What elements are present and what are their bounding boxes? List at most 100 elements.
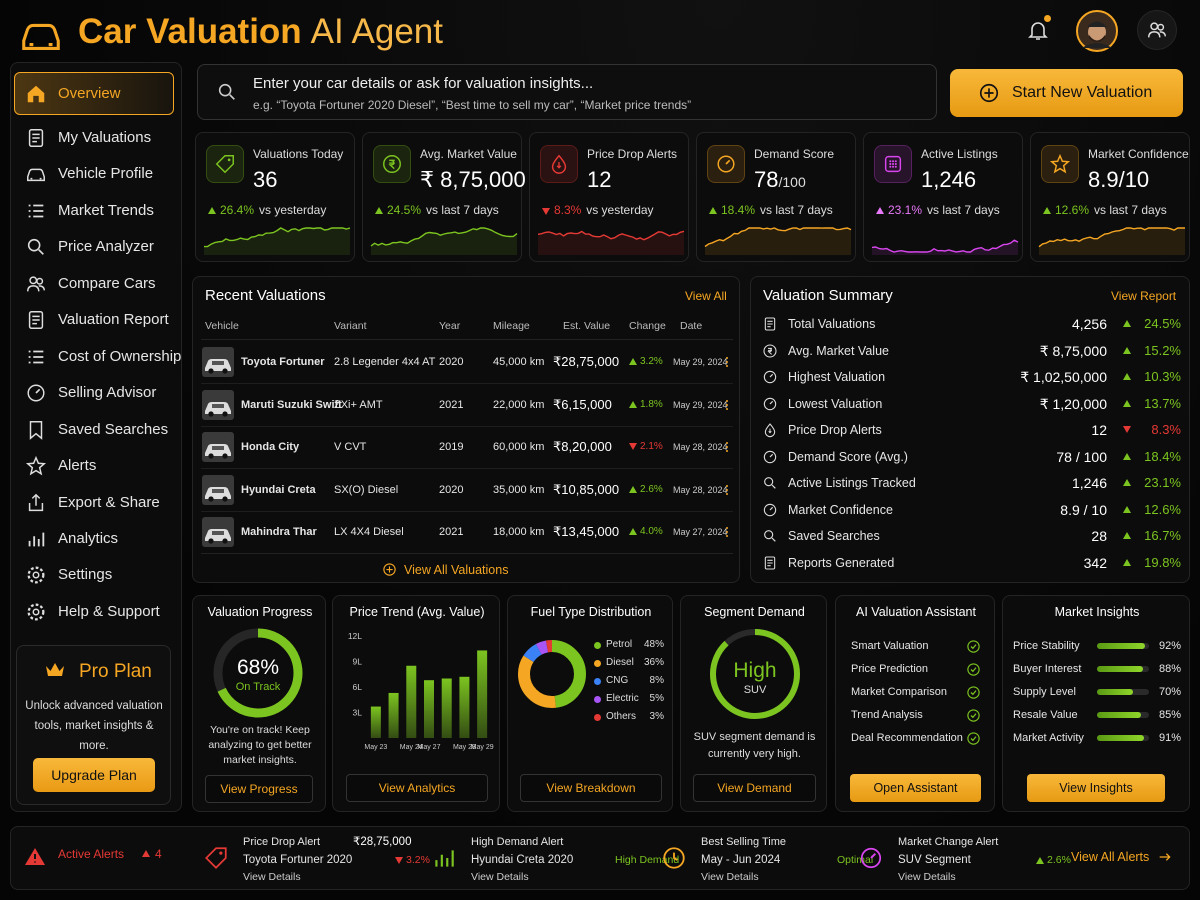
kpi-period: vs last 7 days xyxy=(760,203,833,217)
icon-part xyxy=(27,169,45,182)
icon-part xyxy=(27,284,45,292)
icon xyxy=(763,370,777,384)
view-report-link[interactable]: View Report xyxy=(1111,289,1177,303)
widget-button[interactable]: View Demand xyxy=(693,774,816,802)
icon-part xyxy=(435,850,454,867)
widget-button[interactable]: View Analytics xyxy=(346,774,488,802)
date: May 28, 2024 xyxy=(673,442,728,452)
nav-item[interactable]: Alerts xyxy=(58,457,97,475)
alert-link[interactable]: View Details xyxy=(471,871,529,883)
car-thumbnail xyxy=(202,474,234,505)
icon-part xyxy=(860,847,882,869)
icon-part xyxy=(717,155,735,173)
view-all-link[interactable]: View All xyxy=(685,289,727,303)
avatar[interactable] xyxy=(1076,10,1118,52)
widget-button[interactable]: View Breakdown xyxy=(520,774,662,802)
sparkline-area xyxy=(371,228,517,255)
arrow-up xyxy=(208,207,216,214)
icon-part xyxy=(970,690,977,696)
segment-ring xyxy=(710,629,800,719)
nav-item[interactable]: Overview xyxy=(58,85,121,102)
icon xyxy=(764,423,776,438)
thumbnail-part xyxy=(212,531,224,535)
widget-button[interactable]: View Progress xyxy=(205,775,313,803)
menu-dot xyxy=(726,527,728,529)
icon xyxy=(27,239,44,256)
icon-part xyxy=(383,155,401,173)
thumbnail-part xyxy=(222,453,228,459)
start-valuation-button[interactable]: Start New Valuation xyxy=(950,69,1183,117)
icon xyxy=(764,530,776,542)
icon-part xyxy=(764,555,776,570)
variant: SX(O) Diesel xyxy=(334,483,399,496)
change: 3.2% xyxy=(640,356,663,367)
avatar-part xyxy=(1087,21,1107,27)
nav-item[interactable]: Valuation Report xyxy=(58,311,169,329)
alert-link[interactable]: View Details xyxy=(898,871,956,883)
arrow-down xyxy=(1123,426,1131,433)
year: 2021 xyxy=(439,398,464,411)
view-all-alerts[interactable]: View All Alerts xyxy=(1071,850,1150,864)
kpi-change: 12.6% xyxy=(1055,203,1090,217)
search-box[interactable]: Enter your car details or ask for valuat… xyxy=(197,64,937,120)
column-header: Date xyxy=(680,320,703,332)
legend-dot xyxy=(594,678,601,685)
kpi-icon-box xyxy=(1041,145,1079,183)
date: May 29, 2024 xyxy=(673,357,728,367)
nav-item[interactable]: Selling Advisor xyxy=(58,384,157,402)
arrow-up xyxy=(1123,532,1131,539)
progress-arc xyxy=(213,628,303,718)
nav-item[interactable]: Help & Support xyxy=(58,602,160,620)
nav-item[interactable]: Settings xyxy=(58,566,113,584)
alert-link[interactable]: View Details xyxy=(701,871,759,883)
widget-button[interactable]: View Insights xyxy=(1027,774,1165,802)
icon-part xyxy=(763,397,777,410)
nav-item[interactable]: Compare Cars xyxy=(58,274,156,292)
date: May 29, 2024 xyxy=(673,399,728,410)
nav-item[interactable]: Saved Searches xyxy=(58,420,169,438)
kpi-period: vs yesterday xyxy=(586,203,654,217)
sparkline-line xyxy=(1038,227,1185,248)
nav-item[interactable]: My Valuations xyxy=(58,129,152,146)
upgrade-button[interactable]: Upgrade Plan xyxy=(33,758,155,792)
arrow-up xyxy=(1123,346,1131,354)
users-button[interactable] xyxy=(1137,10,1177,50)
insight-value: 88% xyxy=(1158,663,1181,675)
car-thumbnail xyxy=(202,389,234,420)
vehicle-name: Honda City xyxy=(241,441,300,453)
view-all-valuations[interactable]: View All Valuations xyxy=(404,563,509,577)
kpi-label: Active Listings xyxy=(921,147,998,161)
sparkline-area xyxy=(538,231,684,255)
widget-button[interactable]: Open Assistant xyxy=(850,774,981,802)
donut-segment xyxy=(518,640,586,708)
nav-item[interactable]: Price Analyzer xyxy=(58,238,154,256)
insight-label: Price Stability xyxy=(1013,640,1080,652)
insight-label: Supply Level xyxy=(1013,686,1076,698)
summary-label: Market Confidence xyxy=(788,502,893,517)
arrow-down xyxy=(629,443,637,450)
column-header: Vehicle xyxy=(205,320,239,332)
icon xyxy=(215,155,234,174)
sparkline-area xyxy=(204,228,350,255)
nav-item[interactable]: Cost of Ownership xyxy=(58,347,182,365)
legend-label: Diesel xyxy=(606,657,634,668)
icon-part xyxy=(32,133,40,143)
nav-item[interactable]: Analytics xyxy=(58,529,119,547)
alert-link[interactable]: View Details xyxy=(243,871,301,883)
row-divider xyxy=(201,468,733,469)
change: 2.1% xyxy=(640,441,663,452)
legend-value: 36% xyxy=(643,657,664,668)
arrow-up xyxy=(1123,399,1131,407)
insight-value: 92% xyxy=(1158,640,1181,652)
nav-item[interactable]: Export & Share xyxy=(58,493,160,511)
nav-item[interactable]: Vehicle Profile xyxy=(58,165,154,183)
thumbnail-part xyxy=(208,410,214,417)
icon xyxy=(967,640,980,653)
menu-dot xyxy=(726,488,728,491)
x-tick-label: May 27 xyxy=(418,744,441,751)
arrow-up xyxy=(1123,558,1131,566)
icon xyxy=(28,532,45,547)
nav-item[interactable]: Market Trends xyxy=(58,201,154,219)
assistant-item: Price Prediction xyxy=(851,663,929,675)
